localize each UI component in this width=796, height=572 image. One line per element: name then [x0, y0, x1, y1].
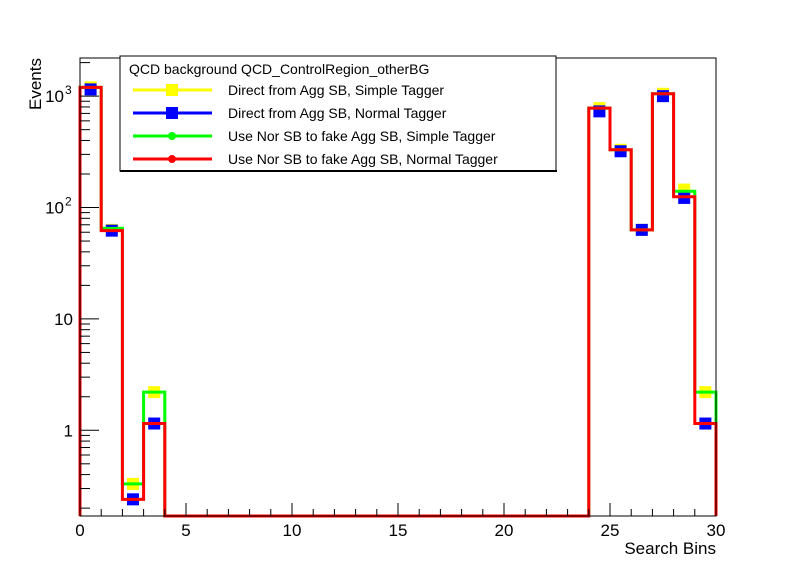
axis-ticks — [79, 62, 717, 516]
y-tick-label: 1 — [64, 421, 73, 440]
legend-marker — [168, 132, 176, 140]
legend-marker — [166, 107, 178, 119]
legend-label: Use Nor SB to fake Agg SB, Simple Tagger — [228, 128, 496, 144]
legend-entries: Direct from Agg SB, Simple Tagger Direct … — [133, 82, 498, 167]
legend-entry: Direct from Agg SB, Simple Tagger — [133, 82, 444, 98]
x-tick-label: 20 — [495, 521, 514, 540]
x-axis-title: Search Bins — [624, 539, 716, 558]
y-tick-label-exponent: 2 — [65, 195, 72, 209]
x-tick-label: 0 — [75, 521, 84, 540]
legend-label: Direct from Agg SB, Normal Tagger — [228, 105, 447, 121]
legend-entry: Use Nor SB to fake Agg SB, Simple Tagger — [133, 128, 496, 144]
y-axis-title: Events — [26, 58, 45, 110]
data-point — [84, 83, 97, 96]
x-tick-label: 25 — [601, 521, 620, 540]
x-tick-label: 10 — [283, 521, 302, 540]
y-tick-label: 10 — [45, 87, 64, 106]
x-tick-label: 30 — [707, 521, 726, 540]
x-tick-label: 5 — [181, 521, 190, 540]
y-tick-label: 10 — [45, 199, 64, 218]
legend-entry: Use Nor SB to fake Agg SB, Normal Tagger — [133, 151, 498, 167]
x-tick-label: 15 — [389, 521, 408, 540]
legend-box-shadow — [120, 170, 557, 172]
legend-title: QCD background QCD_ControlRegion_otherBG — [129, 61, 429, 77]
data-point — [657, 90, 669, 103]
legend-marker — [168, 155, 176, 163]
y-tick-label: 10 — [54, 310, 73, 329]
y-tick-label-exponent: 3 — [65, 83, 72, 97]
legend-entry: Direct from Agg SB, Normal Tagger — [133, 105, 447, 121]
legend-marker — [166, 84, 178, 96]
legend: QCD background QCD_ControlRegion_otherBG… — [119, 55, 557, 172]
legend-label: Direct from Agg SB, Simple Tagger — [228, 82, 444, 98]
legend-label: Use Nor SB to fake Agg SB, Normal Tagger — [228, 151, 498, 167]
